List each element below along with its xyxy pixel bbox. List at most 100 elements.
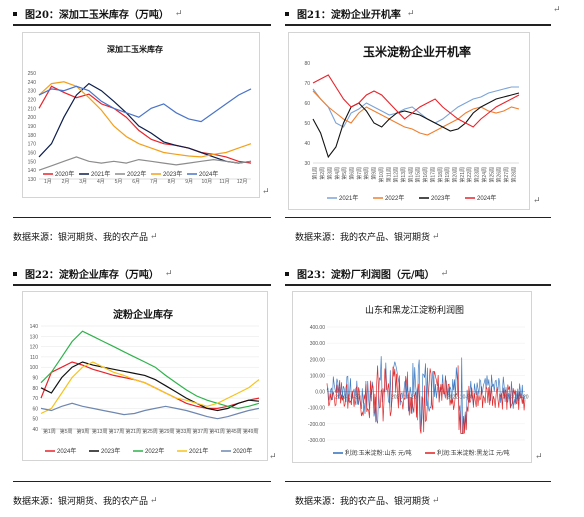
x-tick-label: 2022-10-20 <box>447 395 473 401</box>
legend-label: 2021年 <box>91 170 110 178</box>
return-mark-icon: ↵ <box>150 495 158 506</box>
x-tick-label: 第8周 <box>363 167 370 180</box>
fig23-chart: 山东和黑龙江淀粉利润图 400.00 300.00 200.00 100.00 0.00… <box>292 291 532 463</box>
y-tick-label: -200.00 <box>308 422 325 428</box>
x-tick-label: 第1周 <box>43 428 56 435</box>
fig22-chart: 淀粉企业库存 140 130 120 110 100 90 80 70 60 50 40 第1周 第5周… <box>22 291 268 461</box>
y-tick-label: 150 <box>28 159 37 165</box>
x-tick-label: 第20周 <box>451 167 458 183</box>
x-tick-label: 第4周 <box>334 167 341 180</box>
caption-rule <box>285 24 551 26</box>
x-tick-label: 第15周 <box>415 167 422 183</box>
y-tick-label: 250 <box>28 71 37 77</box>
return-mark-icon: ↵ <box>406 8 415 19</box>
y-tick-label: 200.00 <box>310 357 326 363</box>
legend-label: 2020年 <box>55 170 74 178</box>
x-tick-label: 第21周 <box>459 167 466 183</box>
legend-label: 利润:玉米淀粉:黑龙江 元/吨 <box>437 449 510 457</box>
x-tick-label: 第11周 <box>385 167 392 182</box>
x-tick-label: 第9周 <box>77 428 90 435</box>
fig20-source: 数据来源：银河期货、我的农产品 ↵ <box>13 230 158 244</box>
caption-rule <box>13 284 271 286</box>
y-tick-label: 80 <box>304 61 310 67</box>
legend-label: 2024年 <box>57 447 76 455</box>
source-text: 数据来源：我的农产品、银河期货 <box>295 233 431 243</box>
y-tick-label: 60 <box>304 101 310 107</box>
fig22-caption-text: 图22：淀粉企业库存（万吨） <box>25 270 159 281</box>
series-line-1 <box>326 365 526 434</box>
fig21-chart: 玉米淀粉企业开机率 80 70 60 50 40 30 第1周 第2周 第3周 第4周 第5周 第6周… <box>288 32 530 210</box>
fig22-plot: 140 130 120 110 100 90 80 70 60 50 40 第1周 第5周 第9周 第13周… <box>30 324 260 455</box>
x-tick-label: 第3周 <box>326 167 333 180</box>
y-tick-label: 140 <box>28 168 37 174</box>
x-tick-label: 第13周 <box>92 428 108 435</box>
y-tick-label: 220 <box>28 98 37 104</box>
y-tick-label: 140 <box>30 324 39 330</box>
series-line-2 <box>38 156 252 171</box>
x-tick-label: 第16周 <box>422 167 429 183</box>
series-line-4 <box>40 402 260 420</box>
fig23-caption: 图23：淀粉厂利润图（元/吨） ↵ <box>285 266 448 281</box>
legend-label: 2021年 <box>189 447 208 455</box>
fig21-chart-title: 玉米淀粉企业开机率 <box>363 45 472 59</box>
return-mark-icon: ↵ <box>269 452 277 462</box>
y-tick-label: 0.00 <box>315 390 325 396</box>
x-tick-label: 12月 <box>237 179 248 185</box>
x-tick-label: 第49周 <box>243 428 259 435</box>
legend-label: 2023年 <box>163 170 182 178</box>
legend-label: 2020年 <box>233 447 252 455</box>
x-tick-label: 第9周 <box>371 167 378 180</box>
fig23-chart-title: 山东和黑龙江淀粉利润图 <box>365 305 465 315</box>
x-tick-label: 8月 <box>168 179 176 185</box>
x-tick-label: 第17周 <box>429 167 436 183</box>
x-tick-label: 9月 <box>185 179 193 185</box>
x-tick-label: 11月 <box>219 179 229 185</box>
y-tick-label: 180 <box>28 133 37 139</box>
return-mark-icon: ↵ <box>150 231 158 242</box>
x-tick-label: 第5周 <box>60 428 73 435</box>
fig20-caption-text: 图20：深加工玉米库存（万吨） <box>25 10 169 21</box>
x-tick-label: 第24周 <box>481 167 488 183</box>
x-tick-label: 第45周 <box>226 428 242 435</box>
y-tick-label: 110 <box>30 355 38 361</box>
legend-label: 2022年 <box>145 447 164 455</box>
return-mark-icon: ↵ <box>164 268 173 279</box>
source-rule <box>13 217 271 218</box>
x-tick-label: 第1周 <box>312 167 319 180</box>
bullet-icon <box>13 11 17 16</box>
return-mark-icon: ↵ <box>432 231 440 242</box>
x-tick-label: 第12周 <box>393 167 400 183</box>
source-rule <box>285 481 551 482</box>
source-text: 数据来源：我的农产品、银河期货 <box>295 497 431 507</box>
legend-label: 2023年 <box>431 194 450 202</box>
y-tick-label: 300.00 <box>310 341 326 347</box>
x-tick-label: 第26周 <box>496 167 503 183</box>
bullet-icon <box>285 271 289 276</box>
fig23-caption-text: 图23：淀粉厂利润图（元/吨） <box>297 270 435 281</box>
legend-label: 2024年 <box>199 170 218 178</box>
return-mark-icon: ↵ <box>262 187 270 197</box>
x-tick-label: 4月 <box>97 179 105 185</box>
y-tick-label: 210 <box>28 106 37 112</box>
y-tick-label: 230 <box>28 89 37 95</box>
return-mark-icon: ↵ <box>440 268 449 279</box>
y-tick-label: 400.00 <box>310 325 326 331</box>
series-line-4 <box>38 85 252 123</box>
y-tick-label: 100.00 <box>310 373 326 379</box>
fig20-caption: 图20：深加工玉米库存（万吨） ↵ <box>13 6 182 21</box>
return-mark-icon: ↵ <box>533 196 541 206</box>
x-tick-label: 6月 <box>132 179 140 185</box>
bullet-icon <box>13 271 17 276</box>
series-line-2 <box>312 92 520 159</box>
x-tick-label: 第2周 <box>319 167 326 180</box>
series-line-3 <box>40 361 260 415</box>
legend-label: 2024年 <box>477 194 496 202</box>
x-tick-label: 第37周 <box>193 428 209 435</box>
series-line-1 <box>312 90 520 136</box>
x-tick-label: 2020-10-20 <box>335 395 361 401</box>
x-tick-label: 第33周 <box>176 428 192 435</box>
fig20-chart-title: 深加工玉米库存 <box>107 44 163 54</box>
legend-label: 2023年 <box>101 447 120 455</box>
x-tick-label: 第6周 <box>348 167 355 180</box>
x-tick-label: 5月 <box>115 179 123 185</box>
